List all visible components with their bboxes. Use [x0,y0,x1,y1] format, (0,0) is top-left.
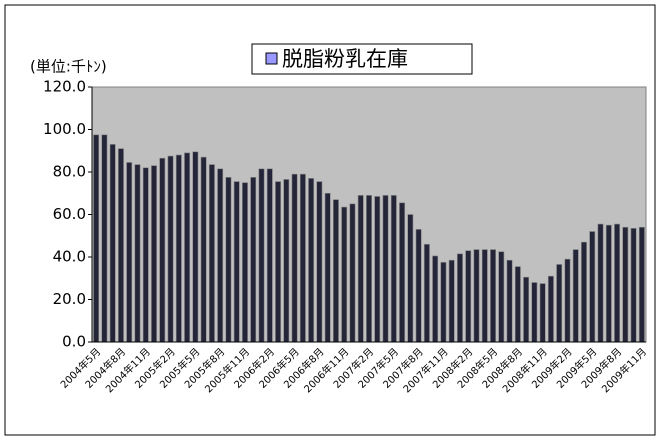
y-tick-label: 20.0 [53,290,86,308]
bar [597,223,604,343]
bar [357,195,364,343]
bar [332,199,339,343]
bar [523,276,530,343]
bar [531,282,538,343]
bar [382,195,389,343]
bar [473,249,480,343]
bar [275,181,281,343]
bar [126,162,133,343]
bar [622,226,629,343]
bar [564,258,571,343]
bar [432,255,439,343]
bar [614,223,621,343]
unit-label: (単位:千ﾄﾝ) [30,58,107,76]
bar [605,224,612,343]
bar [266,168,273,343]
bar [283,179,290,343]
bar [457,253,463,343]
legend-swatch [265,52,278,65]
bar [498,251,505,343]
y-tick-label: 120.0 [43,78,86,96]
bar [242,182,248,343]
bar [93,134,100,343]
legend-label: 脱脂粉乳在庫 [282,47,408,71]
y-tick-label: 40.0 [53,248,86,266]
bar [225,177,232,343]
y-tick-label: 60.0 [53,205,86,223]
bar [217,168,224,343]
bar [349,203,356,343]
bar [167,155,174,343]
bar [117,148,124,343]
bar [572,249,579,343]
bar [134,164,141,343]
bar [192,151,199,343]
bar [514,266,521,343]
bar [490,249,496,343]
bar [506,259,513,343]
legend-box [251,43,473,75]
bar [208,164,215,343]
bar [399,202,406,343]
bar [630,228,637,343]
bar [539,283,546,343]
bar [407,214,414,343]
bar [448,259,455,343]
bar [390,195,397,343]
bar [638,226,645,343]
bar [299,173,306,343]
bar [233,181,240,343]
bar [556,264,563,343]
bar [142,167,149,343]
bar [291,173,298,343]
bar [581,241,587,343]
bar [200,156,207,343]
bar [481,249,488,343]
bar [423,243,430,343]
bar [341,206,348,343]
bar [589,231,596,343]
bar [374,196,381,343]
bar [316,181,323,343]
bar [324,192,331,343]
y-tick-label: 100.0 [43,120,86,138]
bar [415,229,422,343]
bar [308,178,315,343]
bar [440,262,447,343]
bar [250,177,257,343]
bar [159,157,166,343]
bar [101,134,108,343]
bar [151,165,157,343]
bar [366,195,372,343]
y-tick-label: 80.0 [53,163,86,181]
bar [547,275,554,343]
bar [175,154,182,343]
bar [258,168,265,343]
y-tick-label: 0.0 [62,333,86,351]
bar [184,152,191,343]
bar [109,144,116,343]
bar [465,250,472,343]
